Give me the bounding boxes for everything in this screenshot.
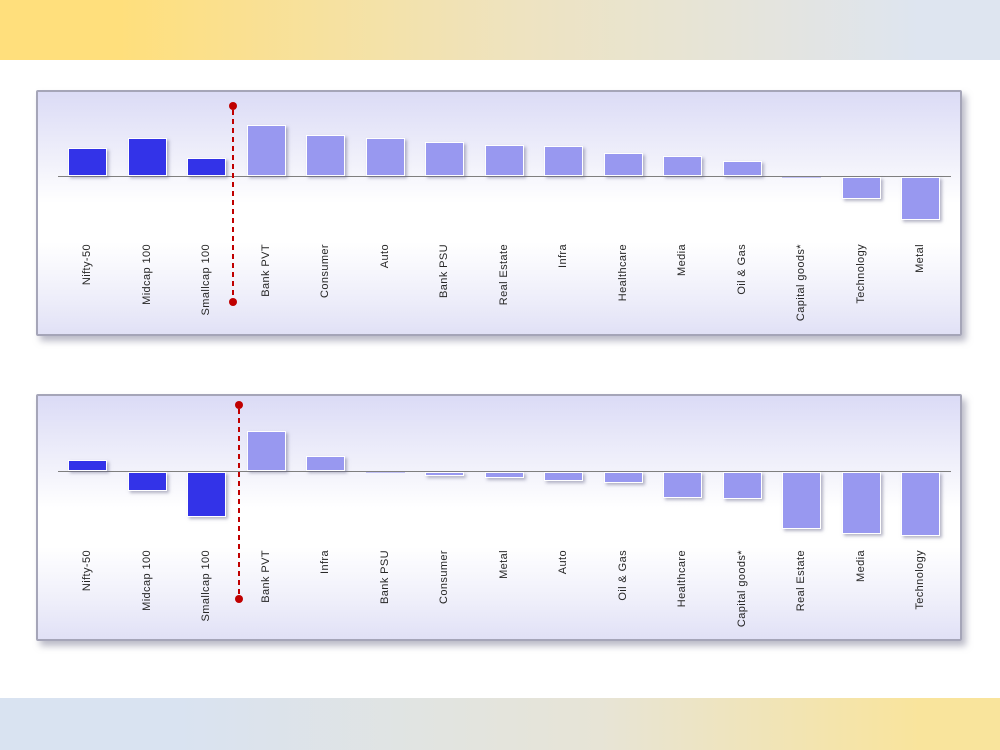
category-label: Media (854, 550, 867, 582)
category-label: Auto (557, 550, 570, 575)
x-axis-line (58, 471, 951, 472)
bottom-performance-bar-chart: Nifty-50 Midcap 100 Smallcap 100 Bank PVT In… (38, 396, 960, 639)
category-label: Consumer (438, 550, 451, 604)
category-label: Capital goods* (735, 550, 748, 628)
chart-panel-bottom: Nifty-50 Midcap 100 Smallcap 100 Bank PVT In… (36, 394, 962, 641)
category-label: Consumer (319, 244, 332, 298)
bar-healthcare (663, 472, 703, 498)
bar-real-estate (782, 472, 822, 529)
bar-infra (544, 146, 584, 176)
bar-oil-gas (722, 161, 762, 176)
bar-auto (544, 472, 584, 481)
category-label: Bank PVT (259, 550, 272, 603)
category-label: Nifty-50 (81, 244, 94, 286)
bar-metal (901, 177, 941, 220)
category-label: Technology (854, 244, 867, 304)
category-label: Midcap 100 (140, 550, 153, 611)
bar-consumer (306, 135, 346, 176)
divider-dot-top (235, 401, 243, 409)
category-label: Metal (497, 550, 510, 579)
bar-media (663, 156, 703, 176)
bar-midcap-100 (127, 472, 167, 491)
bar-midcap-100 (127, 138, 167, 176)
category-label: Real Estate (795, 550, 808, 612)
category-label: Metal (914, 244, 927, 273)
bar-auto (365, 138, 405, 176)
bar-smallcap-100 (187, 158, 227, 176)
bar-technology (901, 472, 941, 536)
bar-technology (841, 177, 881, 199)
bar-bank-psu (425, 142, 465, 176)
divider-dot-bottom (229, 298, 237, 306)
category-label: Bank PVT (259, 244, 272, 297)
category-label: Infra (557, 244, 570, 269)
bar-smallcap-100 (187, 472, 227, 517)
category-label: Oil & Gas (735, 244, 748, 295)
category-label: Midcap 100 (140, 244, 153, 305)
category-label: Capital goods* (795, 244, 808, 322)
top-gradient-band (0, 0, 1000, 60)
bar-nifty-50 (68, 460, 108, 471)
bar-real-estate (484, 145, 524, 176)
category-label: Smallcap 100 (200, 244, 213, 316)
bar-healthcare (603, 153, 643, 176)
category-label: Media (676, 244, 689, 276)
divider-dot-top (229, 102, 237, 110)
category-label: Oil & Gas (616, 550, 629, 601)
bar-bank-psu (365, 472, 405, 473)
x-axis-line (58, 176, 951, 177)
bar-capital-goods- (782, 177, 822, 178)
chart-panel-top: Nifty-50 Midcap 100 Smallcap 100 Bank PVT Co… (36, 90, 962, 336)
bar-metal (484, 472, 524, 478)
category-label: Real Estate (497, 244, 510, 306)
bar-consumer (425, 472, 465, 476)
bar-oil-gas (603, 472, 643, 483)
category-label: Infra (319, 550, 332, 575)
index-sector-divider-line (232, 110, 234, 298)
top-performance-bar-chart: Nifty-50 Midcap 100 Smallcap 100 Bank PVT Co… (38, 92, 960, 334)
divider-dot-bottom (235, 595, 243, 603)
category-label: Auto (378, 244, 391, 269)
category-label: Technology (914, 550, 927, 610)
category-label: Nifty-50 (81, 550, 94, 592)
bar-infra (306, 456, 346, 471)
category-label: Bank PSU (438, 244, 451, 298)
bottom-gradient-band: motilal oswal Financial Services (0, 698, 1000, 750)
bar-media (841, 472, 881, 534)
category-label: Smallcap 100 (200, 550, 213, 622)
category-label: Bank PSU (378, 550, 391, 604)
bar-bank-pvt (246, 431, 286, 471)
index-sector-divider-line (238, 409, 240, 595)
bar-bank-pvt (246, 125, 286, 176)
category-label: Healthcare (616, 244, 629, 302)
bar-capital-goods- (722, 472, 762, 499)
category-label: Healthcare (676, 550, 689, 608)
bar-nifty-50 (68, 148, 108, 176)
